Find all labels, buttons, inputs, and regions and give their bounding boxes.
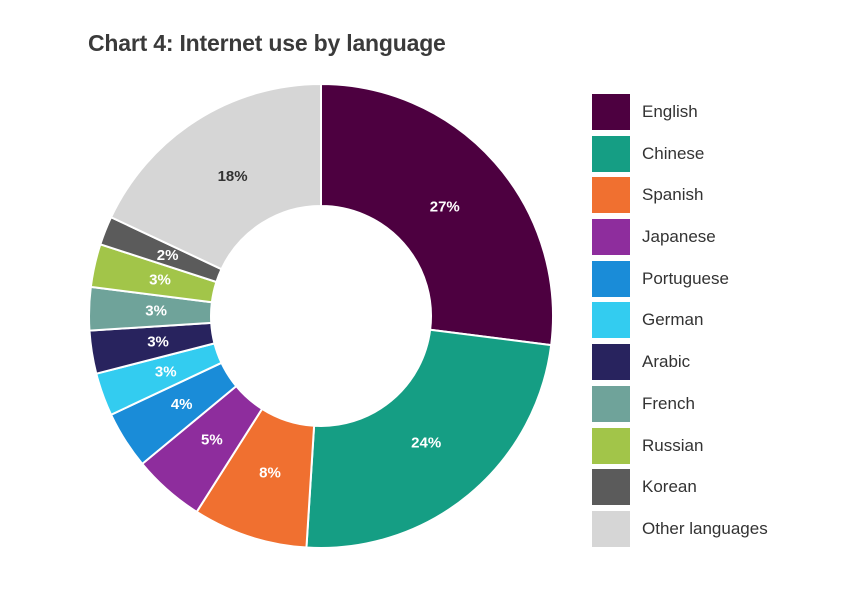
slice-label-spanish: 8% — [259, 464, 281, 481]
legend-swatch — [592, 469, 630, 506]
slice-label-portuguese: 4% — [171, 396, 193, 413]
slice-other-languages — [109, 82, 322, 271]
slice-label-german: 3% — [155, 363, 177, 380]
legend-swatch — [592, 427, 630, 464]
legend-item-french: French — [592, 385, 832, 422]
legend-label: German — [642, 310, 704, 330]
slice-label-korean: 2% — [157, 247, 179, 264]
slice-label-other-languages: 18% — [218, 168, 248, 185]
slice-label-japanese: 5% — [201, 431, 223, 448]
slice-english — [320, 82, 554, 347]
legend-label: English — [642, 102, 698, 121]
legend-item-portuguese: Portuguese — [592, 260, 832, 297]
legend-item-chinese: Chinese — [592, 135, 832, 172]
legend-swatch — [592, 510, 630, 547]
legend-swatch — [592, 260, 630, 297]
legend-swatch — [592, 302, 630, 339]
legend-item-german: German — [592, 302, 832, 339]
legend-swatch — [592, 219, 630, 256]
legend-label: Korean — [642, 477, 697, 497]
slice-chinese — [305, 328, 553, 549]
slice-label-arabic: 3% — [147, 333, 169, 350]
legend-label: Japanese — [642, 227, 716, 247]
slice-label-english: 27% — [430, 198, 460, 215]
legend-swatch — [592, 385, 630, 422]
chart-legend: English Chinese Spanish Japanese Portuguese G… — [592, 94, 832, 553]
slice-label-chinese: 24% — [411, 435, 441, 452]
legend-label: Portuguese — [642, 268, 729, 288]
legend-swatch — [592, 94, 630, 130]
legend-item-korean: Korean — [592, 469, 832, 506]
legend-label: Spanish — [642, 185, 704, 205]
legend-item-english: English — [592, 94, 832, 130]
legend-label: Other languages — [642, 518, 768, 538]
legend-label: French — [642, 393, 695, 413]
slice-label-french: 3% — [145, 302, 167, 319]
chart-title: Chart 4: Internet use by language — [88, 30, 446, 56]
legend-item-japanese: Japanese — [592, 219, 832, 256]
legend-item-arabic: Arabic — [592, 344, 832, 381]
legend-label: Russian — [642, 435, 704, 455]
legend-swatch — [592, 344, 630, 381]
legend-swatch — [592, 177, 630, 214]
legend-item-spanish: Spanish — [592, 177, 832, 214]
legend-item-other-languages: Other languages — [592, 510, 832, 547]
legend-label: Arabic — [642, 352, 691, 372]
legend-label: Chinese — [642, 143, 705, 163]
legend-swatch — [592, 135, 630, 172]
slice-label-russian: 3% — [149, 272, 171, 289]
legend-item-russian: Russian — [592, 427, 832, 464]
